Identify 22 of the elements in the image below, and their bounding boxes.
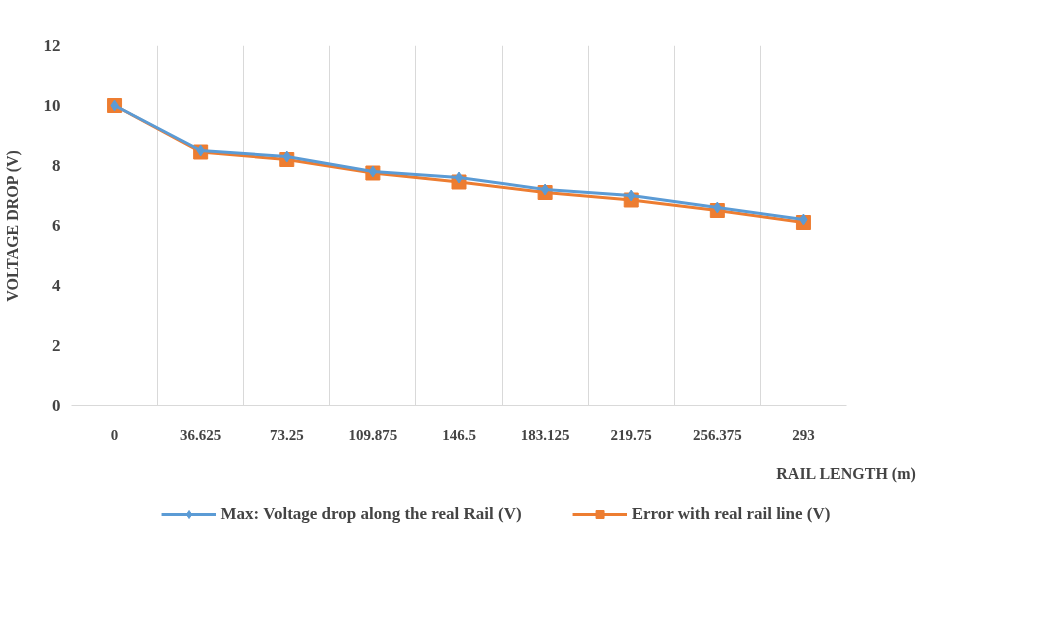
x-tick-label: 256.375 [692,426,742,443]
y-axis-title: VOLTAGE DROP (V) [3,150,22,302]
x-tick-label: 219.75 [610,426,652,443]
y-tick-label: 12 [43,36,61,55]
legend-label: Error with real rail line (V) [631,504,831,524]
y-tick-label: 2 [52,336,61,355]
x-tick-label: 183.125 [520,426,570,443]
x-tick-label: 0 [110,426,119,443]
x-tick-label: 109.875 [348,426,398,443]
x-tick-label: 293 [792,426,815,443]
legend-label: Max: Voltage drop along the real Rail (V) [220,504,522,524]
point [454,171,464,184]
x-tick-label: 146.5 [442,426,476,443]
point [540,183,550,196]
x-tick-label: 73.25 [269,426,304,443]
y-tick-label: 10 [43,96,61,115]
y-tick-label: 8 [52,156,61,175]
y-tick-label: 6 [52,216,61,235]
y-tick-label: 4 [52,276,61,295]
x-tick-label: 36.625 [180,426,222,443]
x-axis-title: RAIL LENGTH (m) [776,464,916,483]
y-tick-label: 0 [52,396,61,415]
